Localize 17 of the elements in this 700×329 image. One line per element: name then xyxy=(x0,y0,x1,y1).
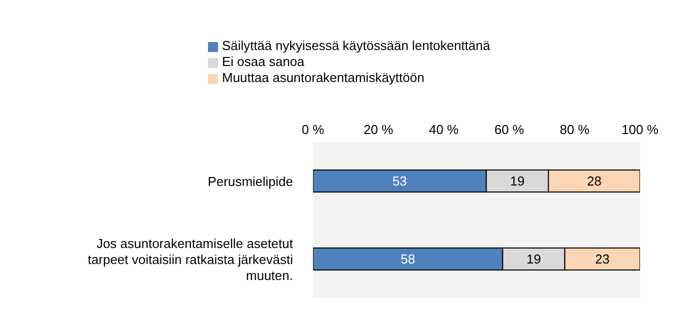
data-label: 53 xyxy=(392,174,407,189)
x-tick-label: 100 % xyxy=(622,122,659,137)
data-label: 28 xyxy=(586,174,602,189)
y-tick-label: Perusmielipide xyxy=(208,174,293,188)
legend-label: Muuttaa asuntorakentamiskäyttöön xyxy=(222,70,424,85)
x-tick-label: 0 % xyxy=(302,122,325,137)
x-tick-label: 60 % xyxy=(494,122,524,137)
x-tick-label: 80 % xyxy=(560,122,590,137)
y-tick-label: Jos asuntorakentamiselle asetetut tarpeet voitaisiin ratkaista järkevästi muuten. xyxy=(88,236,294,282)
legend-label: Ei osaa sanoa xyxy=(222,54,304,69)
data-label: 19 xyxy=(526,252,541,267)
data-label: 23 xyxy=(595,252,610,267)
data-label: 19 xyxy=(510,174,525,189)
legend-label: Säilyttää nykyisessä käytössään lentokenttänä xyxy=(222,38,490,53)
data-label: 58 xyxy=(400,252,416,267)
x-tick-label: 40 % xyxy=(428,122,460,137)
x-tick-label: 20 % xyxy=(364,122,394,137)
